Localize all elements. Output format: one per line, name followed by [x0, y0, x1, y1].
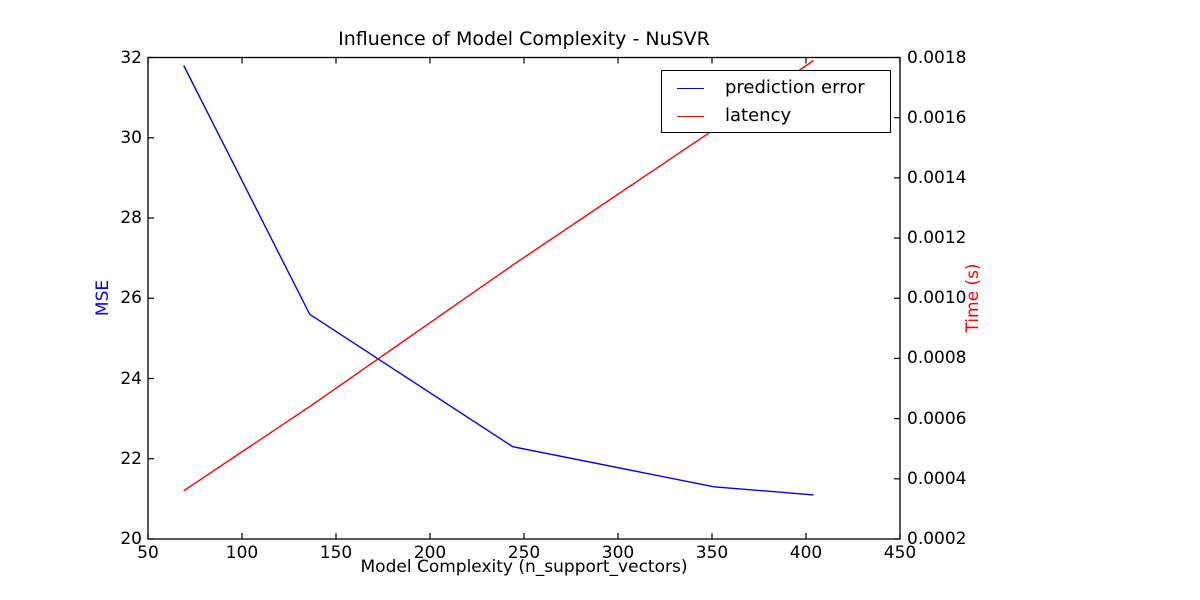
latency-line-icon [677, 115, 704, 117]
xtick-label: 400 [789, 543, 823, 563]
xtick-label: 150 [319, 543, 353, 563]
legend-entry-prediction-error: prediction error [662, 74, 890, 102]
legend: prediction error latency [661, 70, 891, 133]
ytick-label-right: 0.0018 [907, 47, 967, 68]
chart-title: Influence of Model Complexity - NuSVR [338, 28, 710, 50]
ytick-label-right: 0.0004 [907, 468, 967, 489]
ytick-label-right: 0.0006 [907, 408, 967, 429]
ytick-label-right: 0.0008 [907, 348, 967, 369]
xtick-label: 350 [695, 543, 729, 563]
prediction-error-line [183, 65, 814, 496]
ytick-label-left: 28 [120, 208, 142, 228]
xtick-label: 250 [507, 543, 541, 563]
xtick-label: 100 [225, 543, 259, 563]
ytick-label-left: 32 [120, 47, 142, 68]
ytick-label-right: 0.0012 [907, 228, 967, 249]
legend-label-latency: latency [725, 105, 792, 126]
x-axis-label: Model Complexity (n_support_vectors) [360, 557, 688, 577]
legend-label-prediction-error: prediction error [725, 77, 865, 98]
xtick-label: 200 [413, 543, 447, 563]
ytick-label-left: 24 [120, 368, 142, 389]
xtick-label: 50 [137, 543, 159, 563]
xtick-label: 300 [601, 543, 635, 563]
ytick-label-left: 30 [120, 127, 142, 148]
ytick-label-left: 22 [120, 448, 142, 469]
ytick-label-left: 26 [120, 288, 142, 309]
ytick-label-left: 20 [120, 529, 142, 549]
xtick-label: 450 [883, 543, 917, 563]
ytick-label-right: 0.0014 [907, 167, 967, 188]
legend-entry-latency: latency [662, 102, 890, 130]
prediction-error-line-icon [677, 87, 704, 89]
ytick-label-right: 0.0016 [907, 107, 967, 128]
ytick-label-right: 0.0010 [907, 288, 967, 309]
ytick-label-right: 0.0002 [907, 529, 967, 549]
